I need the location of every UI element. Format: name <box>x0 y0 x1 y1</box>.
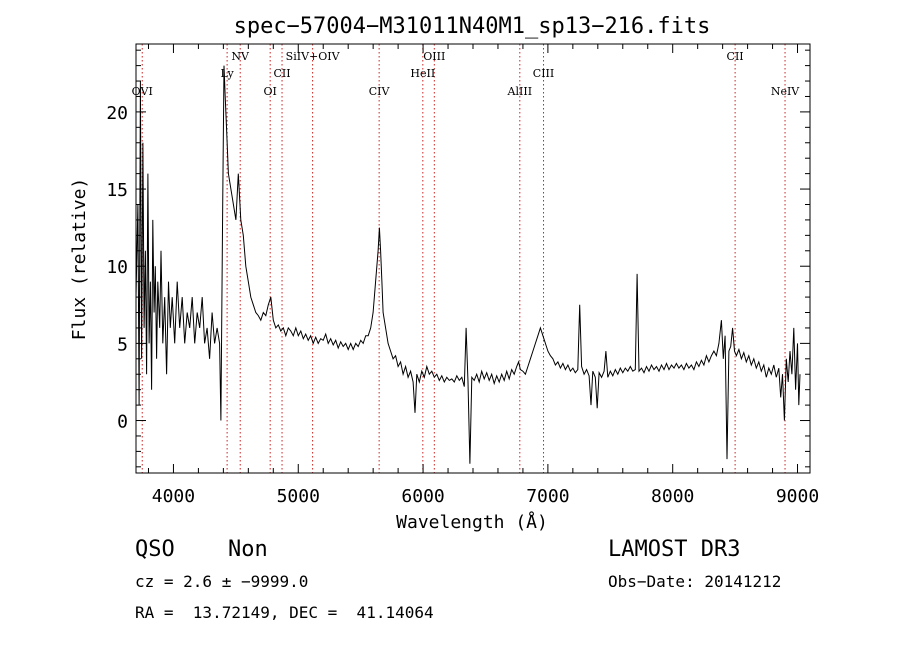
y-tick-label: 15 <box>106 180 128 201</box>
emission-line-label: NV <box>231 50 250 63</box>
plot-frame <box>135 43 811 474</box>
observation-date: Obs−Date: 20141212 <box>608 572 782 591</box>
y-tick-label: 10 <box>106 257 128 278</box>
x-tick-label: 8000 <box>651 486 694 507</box>
emission-line-label: CII <box>273 67 290 80</box>
emission-line-markers <box>141 44 786 473</box>
y-tick-label: 5 <box>117 334 128 355</box>
emission-line-label: CIV <box>369 85 391 98</box>
redshift-info: cz = 2.6 ± −9999.0 <box>135 572 309 591</box>
object-subclass: Non <box>228 537 268 562</box>
spectrum-line <box>135 65 801 464</box>
x-tick-label: 7000 <box>526 486 569 507</box>
y-axis-label: Flux (relative) <box>69 178 90 341</box>
emission-line-label: CIII <box>533 67 554 80</box>
x-tick-label: 9000 <box>776 486 819 507</box>
x-tick-label: 6000 <box>401 486 444 507</box>
emission-line-label: OVI <box>132 85 153 98</box>
emission-line-label: HeII <box>410 67 435 80</box>
emission-line-label: SiIV+OIV <box>286 50 341 63</box>
y-tick-label: 20 <box>106 103 128 124</box>
emission-line-label: CII <box>727 50 744 63</box>
x-tick-label: 4000 <box>152 486 195 507</box>
y-tick-label: 0 <box>117 412 128 433</box>
emission-line-label: OI <box>263 85 276 98</box>
emission-line-label: Ly <box>220 67 234 80</box>
emission-line-label: AlIII <box>507 85 533 98</box>
object-class: QSO <box>135 537 175 562</box>
emission-line-labels: OVI Ly NV OI CII SiIV+OIV CIV HeII OIII AlIIICIII… <box>132 50 801 98</box>
emission-line-label: NeIV <box>771 85 800 98</box>
x-axis-label: Wavelength (Å) <box>396 511 548 533</box>
x-tick-label: 5000 <box>277 486 320 507</box>
axes: 4000 5000 6000 7000 8000 9000 0 5 10 15 20 <box>106 43 819 507</box>
survey-name: LAMOST DR3 <box>608 537 741 562</box>
emission-line-label: OIII <box>423 50 445 63</box>
coordinates-info: RA = 13.72149, DEC = 41.14064 <box>135 603 434 622</box>
chart-title: spec−57004−M31011N40M1_sp13−216.fits <box>234 14 711 39</box>
